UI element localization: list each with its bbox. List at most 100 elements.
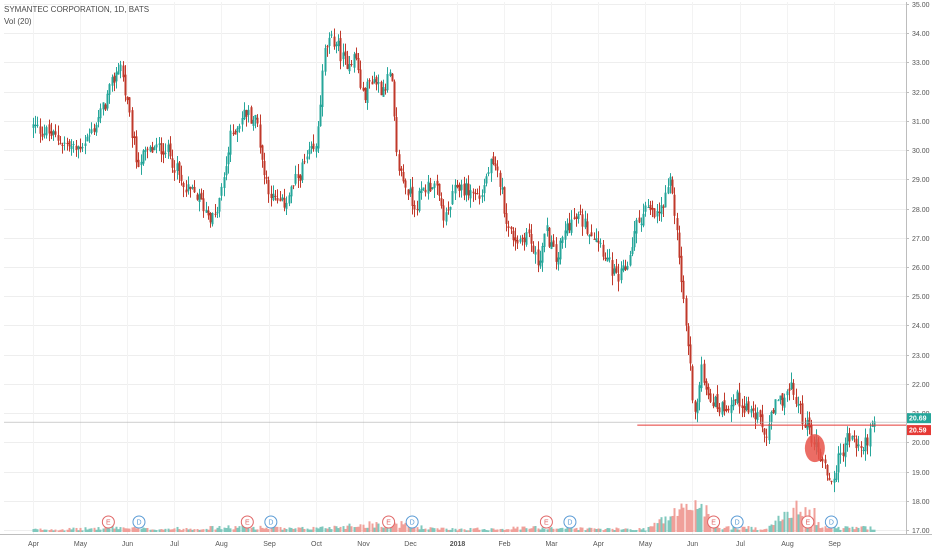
candle-body bbox=[122, 65, 125, 78]
event-marker-label: E bbox=[106, 520, 111, 527]
candle-body bbox=[301, 162, 304, 181]
price-tick-label: 28.00 bbox=[912, 207, 930, 214]
candle-body bbox=[310, 146, 313, 149]
volume-bar bbox=[299, 527, 302, 532]
volume-bar bbox=[88, 528, 91, 532]
volume-bar bbox=[93, 527, 96, 532]
candle-body bbox=[281, 197, 284, 200]
volume-bar bbox=[754, 527, 757, 532]
candle-body bbox=[557, 257, 560, 265]
candle-body bbox=[588, 234, 591, 237]
earnings-marker[interactable] bbox=[240, 515, 254, 529]
volume-bar bbox=[604, 529, 607, 532]
candle-body bbox=[664, 192, 667, 208]
price-tick-label: 24.00 bbox=[912, 323, 930, 330]
dividend-marker[interactable] bbox=[405, 515, 419, 529]
candle-body bbox=[844, 443, 847, 458]
candle-body bbox=[43, 133, 46, 135]
symbol-title[interactable]: SYMANTEC CORPORATION, 1D, BATS bbox=[4, 5, 150, 14]
volume-bar bbox=[579, 527, 582, 532]
volume-bar bbox=[481, 529, 484, 532]
candle-body bbox=[824, 459, 827, 464]
candle-body bbox=[698, 385, 701, 403]
volume-bar bbox=[238, 526, 241, 532]
candle-body bbox=[391, 73, 394, 82]
volume-bar bbox=[95, 529, 98, 532]
volume-bar bbox=[373, 527, 376, 532]
earnings-marker[interactable] bbox=[382, 515, 396, 529]
candle-body bbox=[532, 245, 535, 253]
dividend-marker[interactable] bbox=[132, 515, 146, 529]
candle-body bbox=[537, 249, 540, 266]
volume-bar bbox=[319, 526, 322, 532]
volume-bar bbox=[626, 528, 629, 532]
dividend-marker[interactable] bbox=[824, 515, 838, 529]
volume-bar bbox=[59, 529, 62, 532]
volume-bar bbox=[232, 529, 235, 532]
volume-bar bbox=[503, 530, 506, 532]
candle-body bbox=[178, 162, 181, 175]
volume-indicator-label[interactable]: Vol (20) bbox=[4, 17, 32, 26]
candle-body bbox=[503, 187, 506, 214]
candle-body bbox=[241, 118, 244, 125]
candle-body bbox=[348, 64, 351, 72]
candle-body bbox=[290, 186, 293, 197]
candle-body bbox=[828, 477, 831, 481]
volume-bar bbox=[765, 528, 768, 532]
volume-bar bbox=[703, 516, 706, 532]
price-tick-label: 29.00 bbox=[912, 177, 930, 184]
earnings-marker[interactable] bbox=[707, 515, 721, 529]
volume-bar bbox=[792, 507, 795, 532]
candle-body bbox=[48, 124, 51, 134]
candle-body bbox=[839, 452, 842, 455]
volume-bar bbox=[698, 507, 701, 532]
volume-bar bbox=[312, 526, 315, 532]
volume-bar bbox=[146, 528, 149, 532]
candle-body bbox=[180, 174, 183, 181]
volume-bar bbox=[561, 527, 564, 532]
volume-bar bbox=[418, 529, 421, 532]
dividend-marker[interactable] bbox=[730, 515, 744, 529]
candle-body bbox=[355, 53, 358, 59]
event-marker-label: E bbox=[711, 520, 716, 527]
volume-bar bbox=[577, 530, 580, 532]
candle-body bbox=[853, 435, 856, 437]
time-axis[interactable]: Apr May Jun Jul Aug Sep Oct Nov Dec 2018 Feb Mar Apr… bbox=[28, 541, 841, 548]
earnings-marker[interactable] bbox=[539, 515, 553, 529]
volume-bar bbox=[34, 528, 37, 532]
candle-body bbox=[608, 257, 611, 260]
volume-bar bbox=[564, 528, 567, 532]
volume-bar bbox=[635, 529, 638, 532]
candle-body bbox=[539, 260, 542, 267]
volume-bar bbox=[638, 528, 641, 532]
volume-bar bbox=[723, 527, 726, 532]
candle-body bbox=[126, 96, 129, 101]
volume-bar bbox=[512, 526, 515, 532]
candle-body bbox=[102, 102, 105, 110]
volume-bar bbox=[270, 527, 273, 532]
earnings-marker[interactable] bbox=[101, 515, 115, 529]
candle-body bbox=[137, 159, 140, 167]
volume-bar bbox=[79, 527, 82, 532]
earnings-marker[interactable] bbox=[801, 515, 815, 529]
volume-bar bbox=[261, 527, 264, 532]
candle-body bbox=[597, 240, 600, 243]
candle-body bbox=[59, 142, 62, 145]
volume-bar bbox=[229, 528, 232, 532]
dividend-marker[interactable] bbox=[563, 515, 577, 529]
volume-bar bbox=[857, 527, 860, 532]
volume-bar bbox=[97, 527, 100, 532]
candle-body bbox=[57, 135, 60, 141]
candle-body bbox=[440, 198, 443, 206]
volume-bar bbox=[682, 507, 685, 532]
candle-body bbox=[725, 409, 728, 411]
candle-body bbox=[270, 193, 273, 199]
volume-bar bbox=[191, 529, 194, 532]
dividend-marker[interactable] bbox=[264, 515, 278, 529]
price-axis[interactable]: 17.0018.0019.0020.0021.0022.0023.0024.00… bbox=[906, 2, 931, 535]
price-tick-label: 19.00 bbox=[912, 470, 930, 477]
volume-bar bbox=[234, 526, 237, 532]
candle-body bbox=[317, 126, 320, 149]
